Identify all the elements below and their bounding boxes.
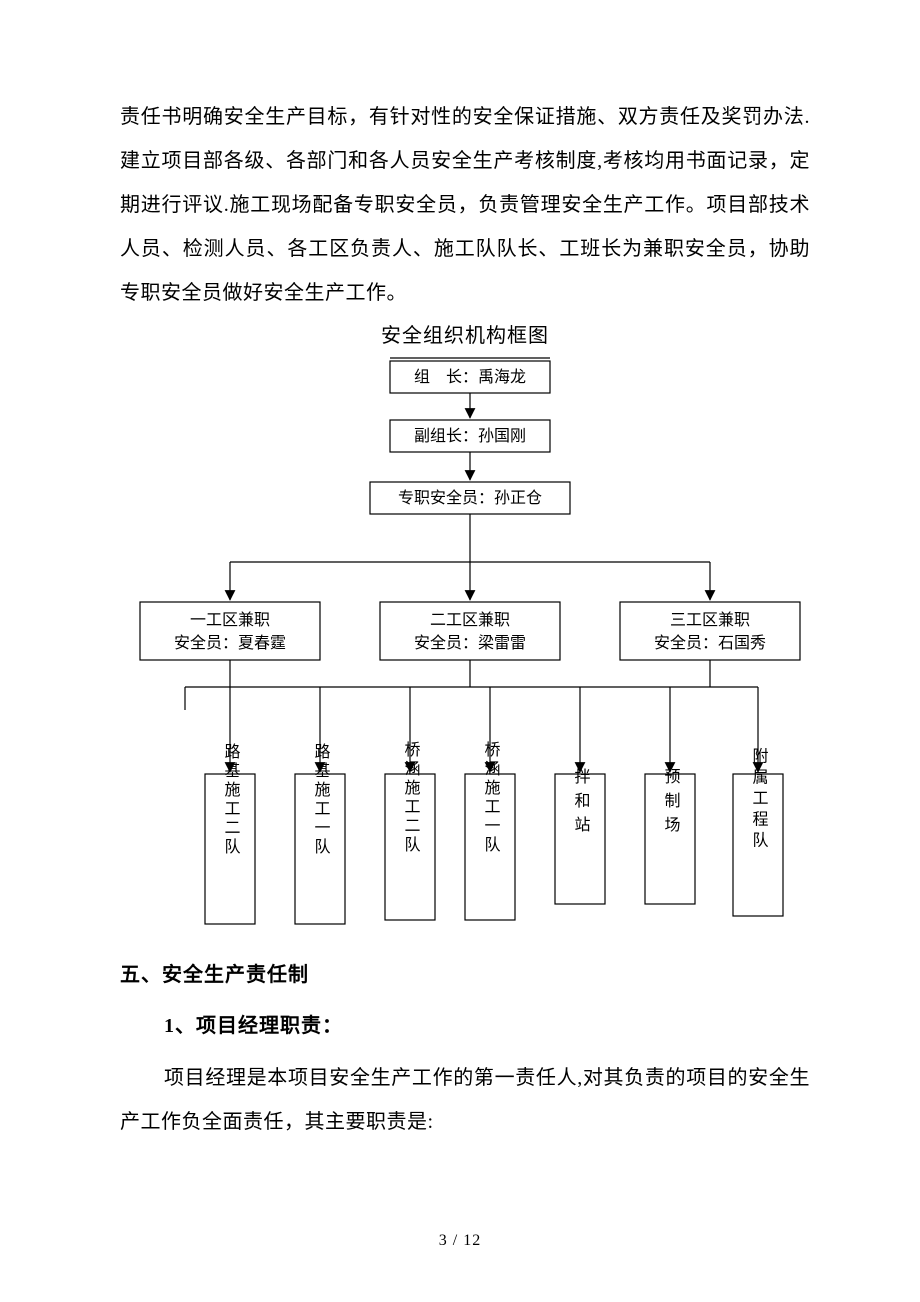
section-5-heading: 五、安全生产责任制 [120,958,810,987]
node-team-4-label: 桥涵施工一队 [482,741,501,855]
node-team-7: 附属工程队 [733,748,783,917]
node-team-2: 路基施工一队 [295,743,345,924]
node-team-1: 路基施工二队 [205,743,255,924]
node-leader: 组 长：禹海龙 [390,358,550,393]
node-team-4: 桥涵施工一队 [465,741,515,920]
node-zone-1-line2: 安全员：夏春霆 [174,634,286,652]
node-safety-officer-label: 专职安全员：孙正仓 [398,489,542,507]
node-zone-1: 一工区兼职 安全员：夏春霆 [140,602,320,660]
document-page: 责任书明确安全生产目标，有针对性的安全保证措施、双方责任及奖罚办法.建立项目部各… [0,0,920,1302]
node-zone-3-line2: 安全员：石国秀 [654,634,766,652]
node-team-3-label: 桥涵施工二队 [402,741,421,855]
node-vice-leader: 副组长：孙国刚 [390,420,550,452]
node-zone-2-line2: 安全员：梁雷雷 [414,634,526,652]
node-team-6-label: 预制场 [662,768,681,840]
node-vice-leader-label: 副组长：孙国刚 [414,427,526,445]
org-chart: 组 长：禹海龙 副组长：孙国刚 专职安全员：孙正仓 [120,352,820,932]
node-zone-2-line1: 二工区兼职 [430,611,510,629]
section-5-item-1-heading: 1、项目经理职责： [164,1009,810,1038]
node-team-7-label: 附属工程队 [750,748,769,853]
node-zone-3: 三工区兼职 安全员：石国秀 [620,602,800,660]
node-team-5: 拌和站 [555,768,605,904]
node-leader-label: 组 长：禹海龙 [414,368,526,386]
node-safety-officer: 专职安全员：孙正仓 [370,482,570,514]
node-team-1-label: 路基施工二队 [222,743,241,857]
top-paragraph: 责任书明确安全生产目标，有针对性的安全保证措施、双方责任及奖罚办法.建立项目部各… [120,95,810,315]
node-zone-2: 二工区兼职 安全员：梁雷雷 [380,602,560,660]
page-number: 3 / 12 [0,1232,920,1250]
node-team-2-label: 路基施工一队 [312,743,331,857]
node-team-3: 桥涵施工二队 [385,741,435,920]
node-team-5-label: 拌和站 [572,768,591,840]
section-5-item-1-body: 项目经理是本项目安全生产工作的第一责任人,对其负责的项目的安全生产工作负全面责任… [120,1056,810,1144]
org-chart-title: 安全组织机构框图 [120,319,810,348]
node-zone-3-line1: 三工区兼职 [670,611,750,629]
node-zone-1-line1: 一工区兼职 [190,611,270,629]
node-team-6: 预制场 [645,768,695,904]
